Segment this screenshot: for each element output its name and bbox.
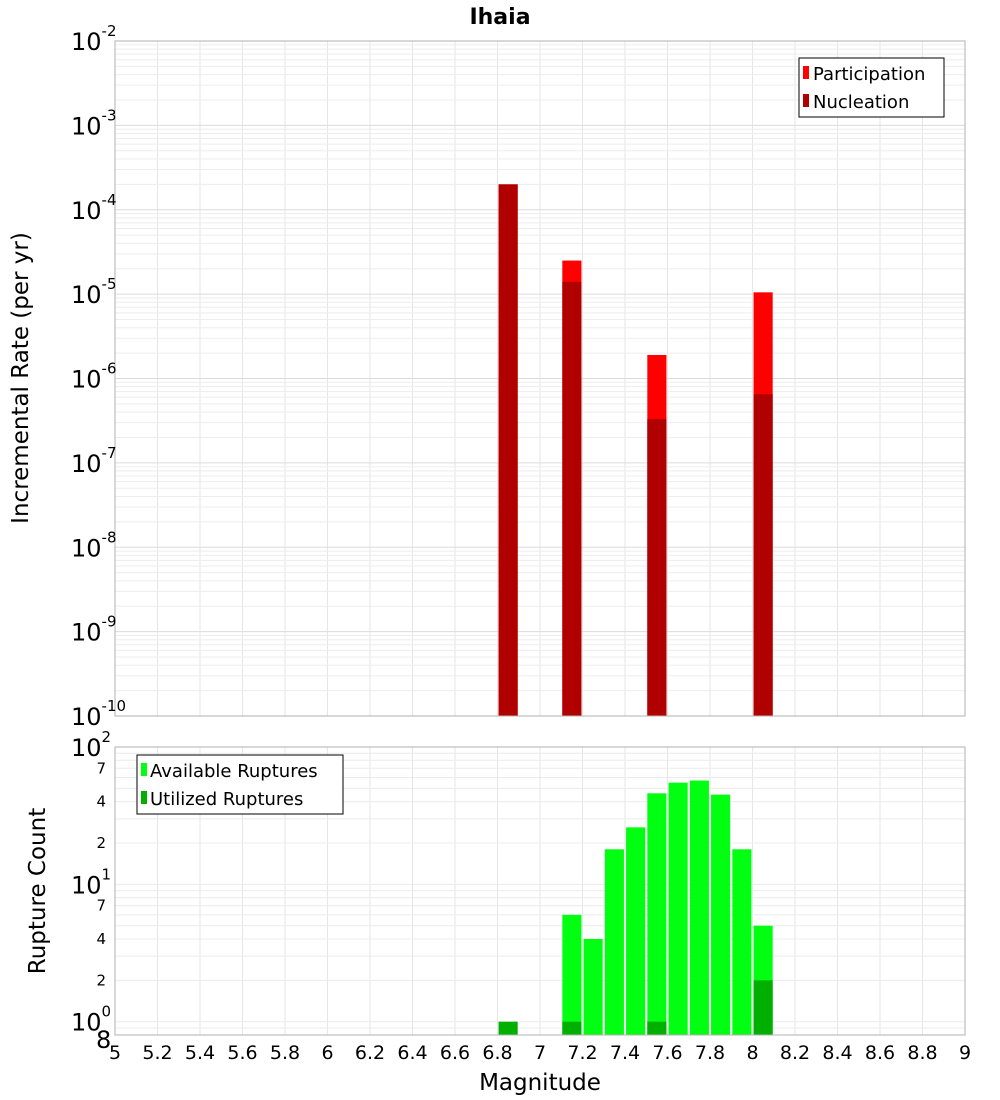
x-tick-label: 5.2 bbox=[142, 1042, 172, 1064]
count-y-tick-label: 101 bbox=[71, 865, 111, 899]
x-tick-label: 9 bbox=[959, 1042, 971, 1064]
rate-grid bbox=[114, 41, 966, 717]
rate-y-axis-label: Incremental Rate (per yr) bbox=[8, 232, 34, 524]
count-y-tick-label: 4 bbox=[96, 793, 106, 811]
count-available-ruptures-bar bbox=[711, 794, 731, 1035]
x-tick-label: 6.6 bbox=[440, 1042, 470, 1064]
count-y-tick-label: 2 bbox=[96, 971, 106, 989]
rate-y-tick-label: 10-5 bbox=[71, 275, 117, 309]
count-y-tick-label: 102 bbox=[71, 728, 111, 762]
rate-y-ticks: 10-10 10-9 10-8 10-7 10-6 10-5 10-4 10-3 10-2 bbox=[71, 22, 126, 731]
participation-legend-label: Participation bbox=[813, 64, 925, 85]
x-tick-label: 5 bbox=[109, 1042, 121, 1064]
x-tick-label: 8.4 bbox=[822, 1042, 852, 1064]
x-tick-label: 6.8 bbox=[482, 1042, 512, 1064]
count-y-tick-label: 7 bbox=[96, 759, 106, 777]
count-available-ruptures-bar bbox=[562, 914, 582, 1035]
count-utilized-ruptures-bar bbox=[647, 1021, 667, 1035]
count-available-ruptures-bar bbox=[732, 849, 752, 1035]
x-tick-label: 7.6 bbox=[652, 1042, 682, 1064]
x-tick-label: 8.6 bbox=[865, 1042, 895, 1064]
rate-nucleation-bar bbox=[647, 419, 667, 716]
nucleation-swatch bbox=[803, 94, 809, 107]
count-available-ruptures-bar bbox=[689, 780, 709, 1035]
count-available-ruptures-bar bbox=[668, 782, 688, 1035]
rate-nucleation-bar bbox=[498, 184, 518, 717]
count-y-tick-label: 7 bbox=[96, 897, 106, 915]
count-utilized-ruptures-bar bbox=[562, 1021, 582, 1035]
count-available-ruptures-bar bbox=[604, 849, 624, 1035]
chart-title: Ihaia bbox=[469, 5, 530, 30]
count-utilized-ruptures-bar bbox=[753, 980, 773, 1035]
x-tick-label: 7.2 bbox=[567, 1042, 597, 1064]
nucleation-legend-label: Nucleation bbox=[813, 92, 909, 113]
count-y-tick-label: 4 bbox=[96, 930, 106, 948]
count-available-ruptures-bar bbox=[647, 793, 667, 1035]
count-available-ruptures-bar bbox=[583, 939, 603, 1035]
count-grid bbox=[114, 746, 966, 1036]
count-legend-box bbox=[136, 754, 344, 815]
available-legend-label: Available Ruptures bbox=[150, 761, 318, 782]
x-tick-label: 7.4 bbox=[610, 1042, 640, 1064]
rate-bars bbox=[498, 184, 773, 717]
count-bars bbox=[498, 780, 773, 1035]
x-tick-label: 8.8 bbox=[907, 1042, 937, 1064]
rate-y-tick-label: 10-8 bbox=[71, 528, 117, 562]
rate-legend-box bbox=[798, 57, 945, 118]
rate-nucleation-bar bbox=[753, 394, 773, 716]
count-y-tick-label: 100 bbox=[71, 1003, 111, 1037]
rate-y-tick-label: 10-4 bbox=[71, 191, 117, 225]
utilized-legend-label: Utilized Ruptures bbox=[150, 789, 303, 810]
x-tick-label: 6 bbox=[321, 1042, 333, 1064]
rate-y-tick-label: 10-7 bbox=[71, 444, 117, 478]
available-swatch bbox=[141, 763, 147, 776]
x-tick-label: 8 bbox=[746, 1042, 758, 1064]
x-tick-label: 8.2 bbox=[780, 1042, 810, 1064]
x-axis-label: Magnitude bbox=[479, 1070, 601, 1096]
x-tick-label: 5.4 bbox=[185, 1042, 215, 1064]
x-tick-label: 7 bbox=[534, 1042, 546, 1064]
count-legend: Available Ruptures Utilized Ruptures bbox=[136, 754, 344, 815]
rate-panel: 10-10 10-9 10-8 10-7 10-6 10-5 10-4 10-3 10-2 In… bbox=[8, 22, 966, 731]
count-utilized-ruptures-bar bbox=[498, 1021, 518, 1035]
x-tick-label: 5.6 bbox=[227, 1042, 257, 1064]
rate-y-tick-label: 10-3 bbox=[71, 106, 117, 140]
count-available-ruptures-bar bbox=[626, 827, 646, 1035]
count-y-axis-label: Rupture Count bbox=[25, 808, 51, 974]
rate-y-tick-label: 10-6 bbox=[71, 360, 117, 394]
x-tick-label: 5.8 bbox=[270, 1042, 300, 1064]
rate-plot-border bbox=[114, 40, 966, 717]
rate-nucleation-bar bbox=[562, 281, 582, 716]
utilized-swatch bbox=[141, 791, 147, 804]
rate-y-tick-label: 10-2 bbox=[71, 22, 117, 56]
count-y-tick-label: 8 bbox=[96, 1026, 111, 1054]
participation-swatch bbox=[803, 66, 809, 79]
count-plot-border bbox=[114, 746, 966, 1036]
rate-y-tick-label: 10-9 bbox=[71, 613, 117, 647]
x-ticks: 5 5.2 5.4 5.6 5.8 6 6.2 6.4 6.6 6.8 7 7.2 7.4 7.6 7.8 8… bbox=[109, 1042, 971, 1064]
x-tick-label: 6.4 bbox=[397, 1042, 427, 1064]
x-tick-label: 6.2 bbox=[355, 1042, 385, 1064]
x-tick-label: 7.8 bbox=[695, 1042, 725, 1064]
count-y-tick-label: 2 bbox=[96, 834, 106, 852]
rate-legend: Participation Nucleation bbox=[798, 57, 945, 118]
rate-y-tick-label: 10-10 bbox=[71, 697, 126, 731]
